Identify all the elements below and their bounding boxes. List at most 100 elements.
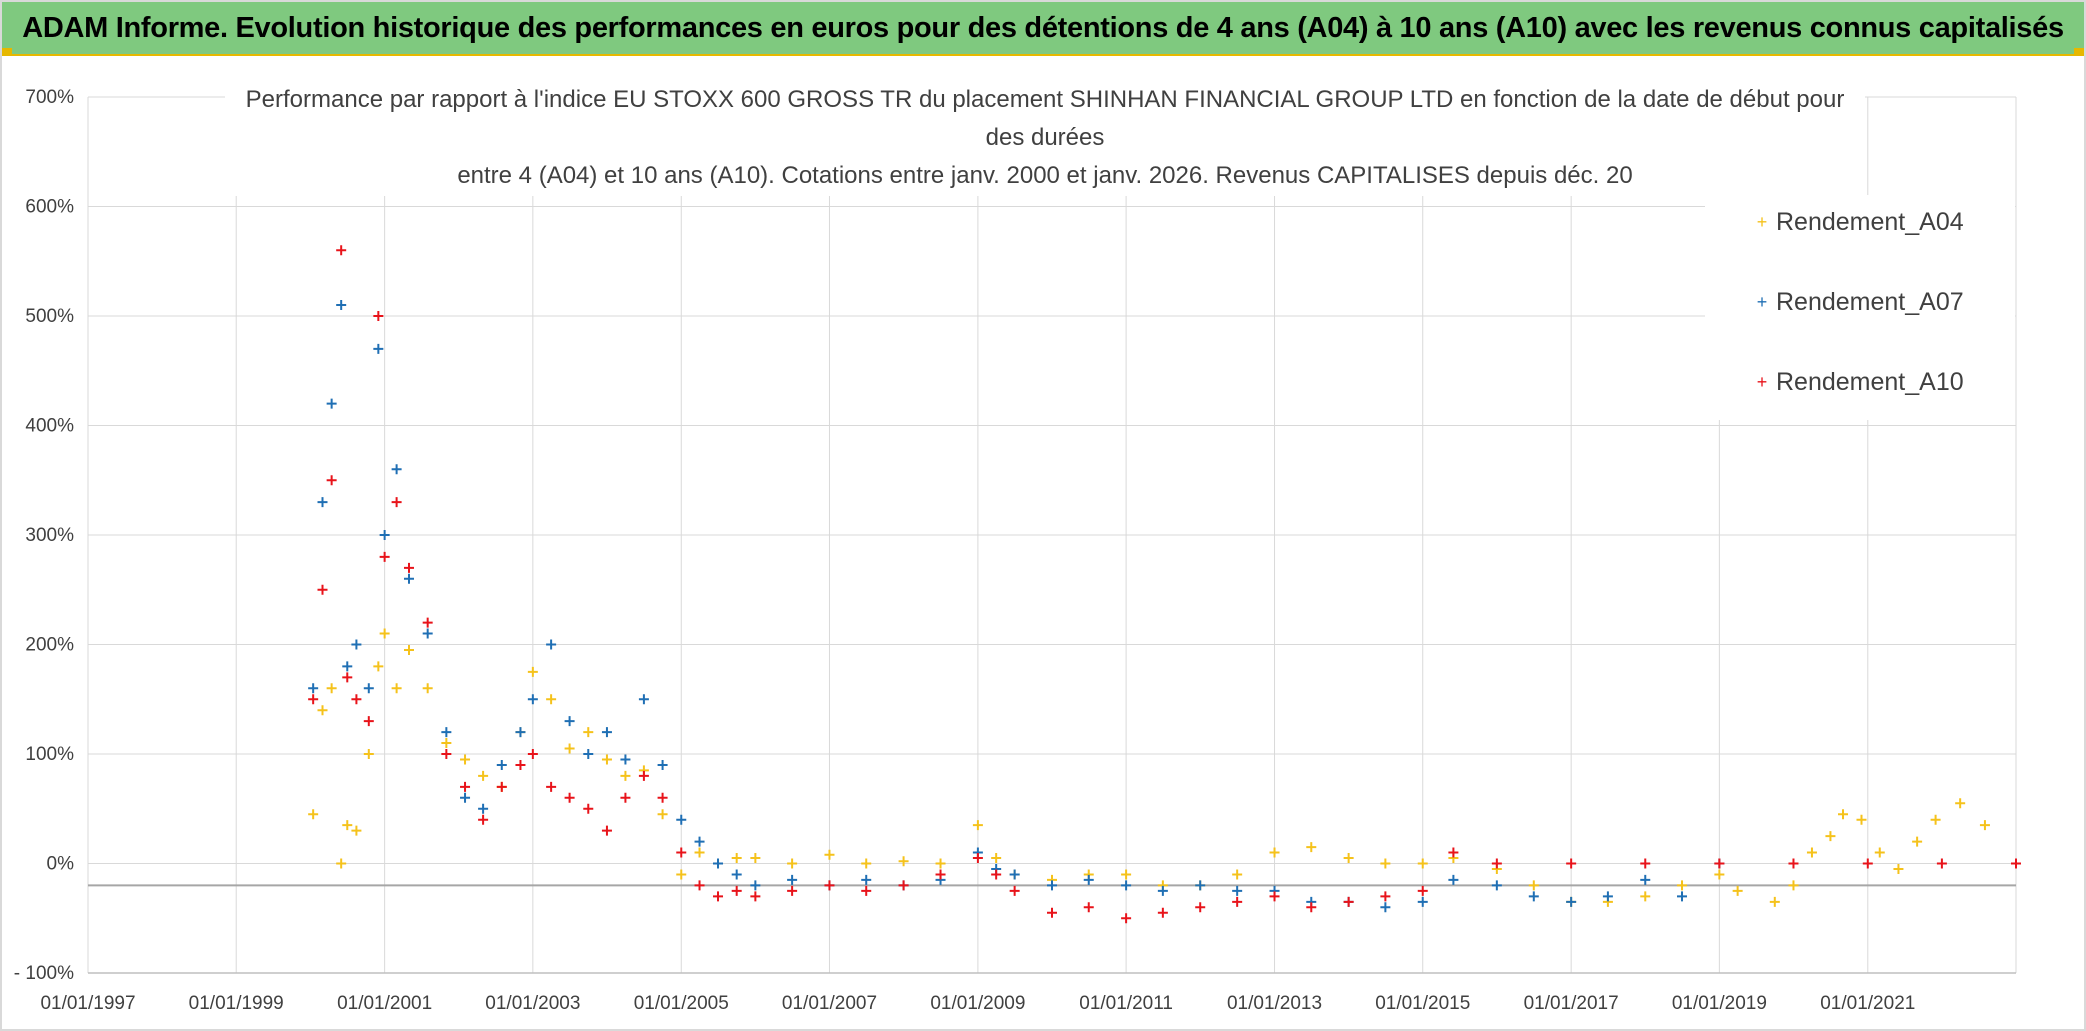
data-point bbox=[351, 825, 362, 836]
x-tick-label: 01/01/2005 bbox=[634, 993, 729, 1014]
data-point bbox=[546, 639, 557, 650]
data-point bbox=[515, 727, 526, 738]
data-point bbox=[1417, 896, 1428, 907]
data-point bbox=[564, 792, 575, 803]
x-tick-label: 01/01/2009 bbox=[930, 993, 1025, 1014]
data-point bbox=[441, 727, 452, 738]
data-point bbox=[861, 858, 872, 869]
data-point bbox=[1602, 891, 1613, 902]
data-point bbox=[601, 727, 612, 738]
data-point bbox=[336, 858, 347, 869]
data-point bbox=[1417, 885, 1428, 896]
data-point bbox=[391, 497, 402, 508]
x-tick-label: 01/01/2019 bbox=[1672, 993, 1767, 1014]
series-Rendement_A10 bbox=[308, 245, 2021, 924]
data-point bbox=[601, 825, 612, 836]
data-point bbox=[1380, 891, 1391, 902]
data-point bbox=[991, 869, 1002, 880]
data-point bbox=[373, 311, 384, 321]
data-point bbox=[373, 661, 384, 672]
data-point bbox=[1232, 896, 1243, 907]
data-point bbox=[1157, 907, 1168, 918]
data-point bbox=[935, 869, 946, 880]
data-point bbox=[1448, 874, 1459, 885]
data-point bbox=[342, 672, 353, 683]
data-point bbox=[1640, 858, 1651, 869]
data-point bbox=[1417, 858, 1428, 869]
data-point bbox=[308, 809, 319, 820]
data-point bbox=[657, 759, 668, 770]
data-point bbox=[317, 705, 328, 716]
data-point bbox=[379, 628, 390, 639]
data-point bbox=[326, 475, 337, 486]
data-point bbox=[351, 694, 362, 705]
x-tick-label: 01/01/2013 bbox=[1227, 993, 1322, 1014]
data-point bbox=[391, 683, 402, 694]
data-point bbox=[336, 300, 347, 311]
data-point bbox=[403, 562, 414, 573]
data-point bbox=[1788, 858, 1799, 869]
y-tick-label: 200% bbox=[25, 635, 74, 656]
x-tick-label: 01/01/2011 bbox=[1079, 993, 1173, 1014]
data-point bbox=[1195, 880, 1206, 891]
data-point bbox=[1806, 847, 1817, 858]
data-point bbox=[527, 666, 538, 677]
data-point bbox=[1566, 858, 1577, 869]
data-point bbox=[1677, 880, 1688, 891]
data-point bbox=[1856, 814, 1867, 825]
y-tick-label: 500% bbox=[25, 306, 74, 327]
data-point bbox=[861, 885, 872, 896]
legend-marker-a04: + bbox=[1757, 212, 1768, 232]
series-Rendement_A04 bbox=[308, 628, 1990, 907]
data-point bbox=[441, 749, 452, 759]
legend-label-a10: Rendement_A10 bbox=[1776, 368, 1964, 396]
data-point bbox=[676, 814, 687, 825]
y-tick-label: - 100% bbox=[14, 963, 74, 984]
data-point bbox=[1528, 891, 1539, 902]
data-point bbox=[363, 716, 374, 727]
data-point bbox=[1874, 847, 1885, 858]
data-point bbox=[403, 573, 414, 584]
x-tick-label: 01/01/2015 bbox=[1375, 993, 1470, 1014]
data-point bbox=[336, 245, 347, 256]
data-point bbox=[363, 683, 374, 694]
data-point bbox=[1121, 913, 1132, 924]
data-point bbox=[527, 749, 538, 759]
legend-label-a07: Rendement_A07 bbox=[1776, 288, 1964, 316]
data-point bbox=[1157, 885, 1168, 896]
performance-scatter-chart: - 100% 0% 100% 200% 300% 400% 500% 600% 700% 01/… bbox=[14, 78, 2021, 1014]
data-point bbox=[824, 880, 835, 891]
data-point bbox=[1955, 798, 1966, 809]
data-point bbox=[1232, 885, 1243, 896]
x-tick-label: 01/01/2003 bbox=[485, 993, 580, 1014]
data-point bbox=[422, 628, 433, 639]
data-point bbox=[731, 853, 742, 864]
data-point bbox=[351, 639, 362, 650]
x-tick-label: 01/01/1997 bbox=[40, 993, 135, 1014]
x-tick-label: 01/01/2017 bbox=[1524, 993, 1619, 1014]
data-point bbox=[583, 727, 594, 738]
report-title: ADAM Informe. Evolution historique des p… bbox=[22, 11, 2064, 44]
data-point bbox=[478, 814, 489, 825]
data-point bbox=[564, 743, 575, 754]
data-point bbox=[750, 891, 761, 902]
y-tick-label: 0% bbox=[47, 854, 75, 875]
data-point bbox=[1893, 863, 1904, 874]
data-point bbox=[694, 836, 705, 847]
data-point bbox=[308, 683, 319, 694]
data-point bbox=[441, 738, 452, 749]
data-point bbox=[1343, 896, 1354, 907]
data-point bbox=[1788, 880, 1799, 891]
data-point bbox=[1640, 891, 1651, 902]
data-point bbox=[546, 694, 557, 705]
data-point bbox=[1232, 869, 1243, 880]
data-point bbox=[342, 661, 353, 672]
data-point bbox=[422, 617, 433, 628]
data-point bbox=[1566, 896, 1577, 907]
data-point bbox=[1936, 858, 1947, 869]
data-point bbox=[317, 584, 328, 595]
data-point bbox=[564, 716, 575, 727]
data-point bbox=[496, 781, 507, 792]
data-point bbox=[824, 849, 835, 860]
chart-title-bg bbox=[225, 78, 1865, 196]
